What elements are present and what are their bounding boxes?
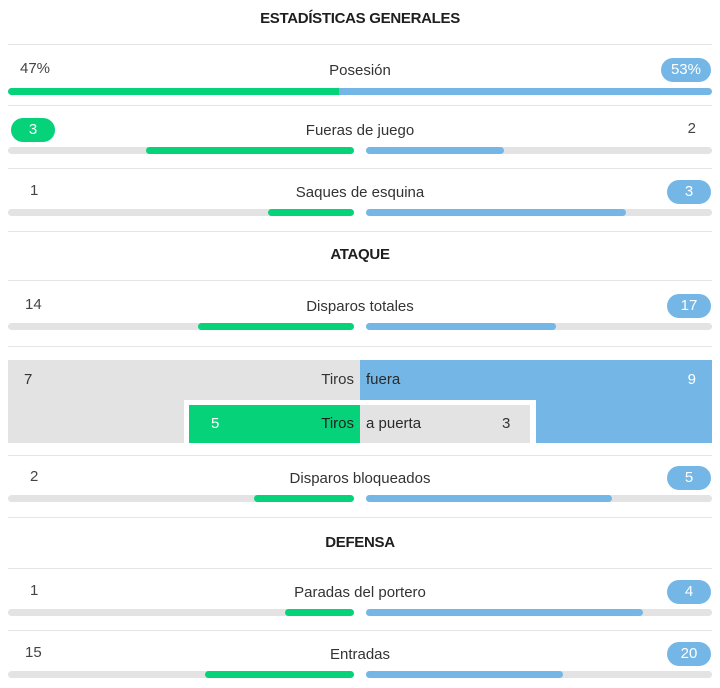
divider xyxy=(8,231,712,232)
shots-on-target-label-left: Tiros xyxy=(321,415,354,432)
offsides-label: Fueras de juego xyxy=(305,122,415,139)
possession-label: Posesión xyxy=(329,62,391,79)
possession-away-fill xyxy=(338,88,712,95)
divider xyxy=(8,168,712,169)
divider xyxy=(8,105,712,106)
divider xyxy=(8,568,712,569)
blocked-shots-home-fill xyxy=(253,495,354,502)
stat-row-total-shots: 14 Disparos totales 17 xyxy=(0,286,720,346)
shots-off-target-home-value: 7 xyxy=(24,371,33,388)
tackles-home-track xyxy=(8,671,354,678)
divider xyxy=(8,517,712,518)
tackles-away-fill xyxy=(366,671,564,678)
stat-row-blocked-shots: 2 Disparos bloqueados 5 xyxy=(0,458,720,518)
corners-away-value: 3 xyxy=(667,180,711,204)
corners-home-value: 1 xyxy=(30,182,39,199)
offsides-away-track xyxy=(366,147,712,154)
total-shots-home-track xyxy=(8,323,354,330)
blocked-shots-label: Disparos bloqueados xyxy=(289,470,431,487)
saves-home-value: 1 xyxy=(30,582,39,599)
offsides-home-fill xyxy=(146,147,354,154)
stat-row-tackles: 15 Entradas 20 xyxy=(0,634,720,688)
offsides-away-value: 2 xyxy=(687,120,696,137)
shots-breakdown: 7 Tiros fuera 9 5 Tiros a puerta 3 xyxy=(8,360,712,443)
total-shots-home-fill xyxy=(198,323,354,330)
corners-away-fill xyxy=(366,209,626,216)
saves-home-track xyxy=(8,609,354,616)
divider xyxy=(8,346,712,347)
blocked-shots-away-fill xyxy=(366,495,612,502)
stat-row-corners: 1 Saques de esquina 3 xyxy=(0,172,720,232)
shots-off-target-label-right: fuera xyxy=(366,371,401,388)
corners-home-fill xyxy=(267,209,354,216)
tackles-home-value: 15 xyxy=(25,644,42,661)
tackles-away-value: 20 xyxy=(667,642,711,666)
saves-home-fill xyxy=(284,609,354,616)
corners-away-track xyxy=(366,209,712,216)
saves-label: Paradas del portero xyxy=(294,584,426,601)
shots-on-target: 5 Tiros a puerta 3 xyxy=(184,400,536,443)
total-shots-home-value: 14 xyxy=(25,296,42,313)
saves-away-track xyxy=(366,609,712,616)
possession-bar xyxy=(8,88,712,95)
divider xyxy=(8,455,712,456)
divider xyxy=(8,280,712,281)
tackles-away-track xyxy=(366,671,712,678)
divider xyxy=(8,44,712,45)
shots-off-target-away-value: 9 xyxy=(687,371,696,388)
section-title-attack: ATAQUE xyxy=(330,246,390,263)
stat-row-possession: 47% Posesión 53% xyxy=(0,55,720,115)
blocked-shots-away-value: 5 xyxy=(667,466,711,490)
blocked-shots-home-value: 2 xyxy=(30,468,39,485)
shots-on-target-label-right: a puerta xyxy=(366,415,422,432)
total-shots-away-value: 17 xyxy=(667,294,711,318)
possession-home-value: 47% xyxy=(20,60,51,77)
total-shots-away-track xyxy=(366,323,712,330)
corners-home-track xyxy=(8,209,354,216)
shots-on-target-away-value: 3 xyxy=(502,415,511,432)
saves-away-fill xyxy=(366,609,643,616)
stat-row-offsides: 3 Fueras de juego 2 xyxy=(0,110,720,170)
stat-row-saves: 1 Paradas del portero 4 xyxy=(0,572,720,632)
shots-on-target-home-value: 5 xyxy=(211,415,220,432)
divider xyxy=(8,630,712,631)
shots-off-target-label-left: Tiros xyxy=(321,371,354,388)
blocked-shots-away-track xyxy=(366,495,712,502)
shots-on-target-away: a puerta 3 xyxy=(360,405,530,443)
tackles-label: Entradas xyxy=(329,646,391,663)
possession-away-value: 53% xyxy=(660,58,711,82)
total-shots-away-fill xyxy=(366,323,557,330)
offsides-away-fill xyxy=(366,147,505,154)
corners-label: Saques de esquina xyxy=(295,184,425,201)
offsides-home-track xyxy=(8,147,354,154)
tackles-home-fill xyxy=(205,671,354,678)
possession-home-fill xyxy=(8,88,339,95)
offsides-home-value: 3 xyxy=(11,118,55,142)
shots-on-target-home: 5 Tiros xyxy=(189,405,360,443)
section-title-general: ESTADÍSTICAS GENERALES xyxy=(260,10,460,27)
saves-away-value: 4 xyxy=(667,580,711,604)
blocked-shots-home-track xyxy=(8,495,354,502)
section-title-defense: DEFENSA xyxy=(325,534,395,551)
total-shots-label: Disparos totales xyxy=(306,298,414,315)
